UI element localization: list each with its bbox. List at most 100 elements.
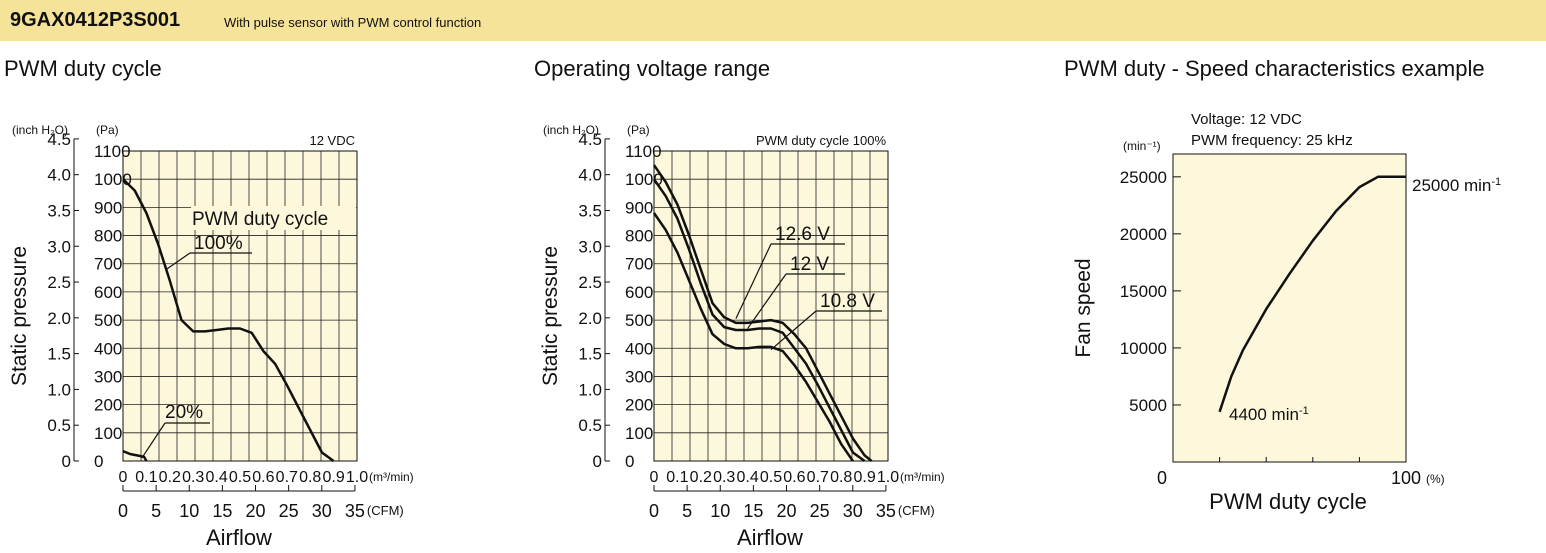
chart2-label-series-1: 12.6 V — [775, 224, 830, 245]
chart3-x-unit: (%) — [1426, 472, 1445, 486]
chart2-y-tick-inh2o: 2.0 — [578, 309, 602, 328]
chart2-plot-area — [654, 151, 888, 461]
chart1-plot-area — [123, 151, 357, 461]
chart1-title: PWM duty cycle — [4, 56, 162, 81]
chart2-leader — [770, 310, 817, 351]
chart2-x-tick-cfm: 20 — [777, 501, 797, 521]
chart2-leader — [735, 243, 772, 319]
chart1-y-tick-pa: 900 — [94, 198, 122, 217]
chart2-x-tick-cfm: 25 — [810, 501, 830, 521]
chart1-y-tick-pa: 1100 — [94, 142, 131, 161]
chart1-x-tick-m3min: 0.2 — [159, 469, 181, 486]
chart3-title: PWM duty - Speed characteristics example — [1064, 56, 1485, 81]
chart2-x-tick-m3min: 0.4 — [736, 469, 758, 486]
chart1-x-tick-m3min: 0.1 — [135, 469, 157, 486]
chart1-y-tick-inh2o: 1.0 — [47, 380, 71, 399]
chart1-y-tick-inh2o: 4.0 — [47, 166, 71, 185]
chart3-annotation-max: 25000 min-1 — [1412, 176, 1501, 195]
chart2-y-tick-inh2o: 3.5 — [578, 201, 602, 220]
chart2-plot-border — [653, 150, 889, 462]
chart1-x-tick-cfm: 25 — [279, 501, 299, 521]
chart2-y-tick-inh2o: 0.5 — [578, 416, 602, 435]
chart3-y-tick: 25000 — [1120, 168, 1167, 187]
chart1-plot-border — [122, 150, 358, 462]
chart1-y-unit-inh2o: (inch H₂O) — [12, 123, 68, 137]
chart3-annotation-min: 4400 min-1 — [1229, 405, 1309, 424]
chart2-x-tick-m3min: 0 — [650, 469, 659, 486]
chart1-y-tick-pa: 100 — [94, 424, 122, 443]
chart1-y-tick-inh2o: 2.5 — [47, 273, 71, 292]
chart2-x-tick-m3min: 1.0 — [877, 469, 899, 486]
chart3-y-tick: 5000 — [1129, 396, 1167, 415]
chart1-x-tick-m3min: 1.0 — [346, 469, 368, 486]
chart1-x-unit-cfm: (CFM) — [367, 503, 404, 518]
chart2-x-tick-cfm: 10 — [710, 501, 730, 521]
chart1-y-tick-pa: 500 — [94, 311, 122, 330]
chart2-x-tick-m3min: 0.2 — [690, 469, 712, 486]
chart2-y-tick-inh2o: 3.0 — [578, 237, 602, 256]
chart2-y-tick-pa: 200 — [625, 396, 653, 415]
chart1-y-tick-pa: 0 — [94, 452, 103, 471]
chart1-y-tick-pa: 1000 — [94, 170, 132, 189]
chart1-series-legend-title: PWM duty cycle — [192, 209, 328, 230]
chart2-x-tick-cfm: 0 — [649, 501, 659, 521]
chart2-y-tick-inh2o: 1.0 — [578, 380, 602, 399]
chart3-condition-voltage: Voltage: 12 VDC — [1191, 111, 1302, 128]
chart2-leader — [747, 273, 787, 329]
chart2-y-tick-pa: 500 — [625, 311, 653, 330]
chart1-y-tick-pa: 800 — [94, 227, 122, 246]
chart2-y-tick-pa: 400 — [625, 339, 653, 358]
chart1-condition-note: 12 VDC — [309, 133, 355, 148]
chart2-y-tick-pa: 800 — [625, 227, 653, 246]
chart2-x-tick-cfm: 30 — [843, 501, 863, 521]
chart1-y-tick-pa: 400 — [94, 339, 122, 358]
chart2-y-unit-inh2o: (inch H₂O) — [543, 123, 599, 137]
chart2-x-tick-m3min: 0.5 — [760, 469, 782, 486]
chart1-x-tick-cfm: 0 — [118, 501, 128, 521]
chart2-x-tick-cfm: 5 — [682, 501, 692, 521]
chart2-x-unit-m3min: (m³/min) — [900, 470, 945, 484]
chart2-x-tick-m3min: 0.1 — [666, 469, 688, 486]
chart3-y-tick: 15000 — [1120, 282, 1167, 301]
chart2-y-tick-pa: 1000 — [625, 170, 663, 189]
chart1-y-tick-inh2o: 0 — [62, 452, 71, 471]
chart3-condition-frequency: PWM frequency: 25 kHz — [1191, 132, 1353, 149]
chart1-x-tick-cfm: 20 — [246, 501, 266, 521]
chart1-y-tick-inh2o: 1.5 — [47, 345, 71, 364]
chart3-x-tick: 0 — [1157, 468, 1167, 488]
chart3-y-axis-label: Fan speed — [1072, 258, 1095, 357]
chart1-y-tick-pa: 200 — [94, 396, 122, 415]
chart2-y-tick-pa: 100 — [625, 424, 653, 443]
chart3-y-unit: (min⁻¹) — [1123, 139, 1161, 153]
chart2-title: Operating voltage range — [534, 56, 771, 81]
model-description: With pulse sensor with PWM control funct… — [224, 15, 482, 30]
chart2-y-tick-inh2o: 1.5 — [578, 345, 602, 364]
chart2-y-tick-pa: 700 — [625, 255, 653, 274]
chart1-y-tick-pa: 300 — [94, 367, 122, 386]
chart2-x-tick-m3min: 0.9 — [853, 469, 875, 486]
model-number: 9GAX0412P3S001 — [10, 9, 181, 31]
chart2-x-tick-m3min: 0.8 — [830, 469, 852, 486]
chart2-y-tick-inh2o: 2.5 — [578, 273, 602, 292]
chart2-y-tick-pa: 600 — [625, 283, 653, 302]
chart1-x-unit-m3min: (m³/min) — [369, 470, 414, 484]
chart1-y-tick-pa: 700 — [94, 255, 122, 274]
chart2-y-tick-inh2o: 4.0 — [578, 166, 602, 185]
chart1-y-tick-inh2o: 0.5 — [47, 416, 71, 435]
chart2-y-tick-pa: 900 — [625, 198, 653, 217]
chart1-x-tick-cfm: 10 — [179, 501, 199, 521]
chart3-x-axis-label: PWM duty cycle — [1209, 489, 1367, 514]
chart1-y-unit-pa: (Pa) — [96, 123, 119, 137]
chart2-x-tick-m3min: 0.7 — [807, 469, 829, 486]
chart2-x-tick-cfm: 35 — [876, 501, 896, 521]
chart2-x-unit-cfm: (CFM) — [898, 503, 935, 518]
chart1-y-axis-label: Static pressure — [8, 246, 31, 386]
chart1-label-20: 20% — [165, 402, 203, 423]
chart3-x-tick: 100 — [1391, 468, 1421, 488]
chart2-y-tick-inh2o: 0 — [593, 452, 602, 471]
chart1-x-tick-m3min: 0.8 — [299, 469, 321, 486]
chart1-series-line — [122, 178, 335, 463]
chart2-label-series-3: 10.8 V — [820, 291, 875, 312]
chart1-y-tick-inh2o: 3.0 — [47, 237, 71, 256]
